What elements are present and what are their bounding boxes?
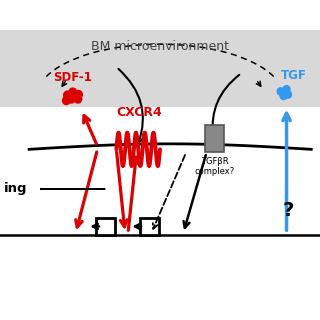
Circle shape: [64, 91, 71, 99]
Circle shape: [283, 86, 290, 93]
Circle shape: [75, 91, 82, 99]
Circle shape: [280, 92, 287, 100]
Circle shape: [68, 95, 75, 103]
Text: ing: ing: [4, 182, 28, 196]
Text: TGF: TGF: [281, 69, 307, 82]
Bar: [96, 218, 115, 235]
Text: CXCR4: CXCR4: [117, 106, 163, 119]
Text: ?: ?: [282, 201, 294, 220]
Circle shape: [277, 88, 284, 95]
Circle shape: [69, 88, 76, 96]
FancyArrowPatch shape: [41, 188, 105, 189]
Bar: [0, 30, 320, 107]
Bar: [205, 125, 224, 152]
Circle shape: [74, 95, 82, 103]
Circle shape: [62, 97, 70, 105]
Bar: [140, 218, 158, 235]
Text: TGFβR
complex?: TGFβR complex?: [195, 157, 235, 176]
Text: BM microenvironment: BM microenvironment: [91, 40, 229, 52]
Circle shape: [284, 91, 292, 98]
Text: SDF-1: SDF-1: [53, 71, 92, 84]
